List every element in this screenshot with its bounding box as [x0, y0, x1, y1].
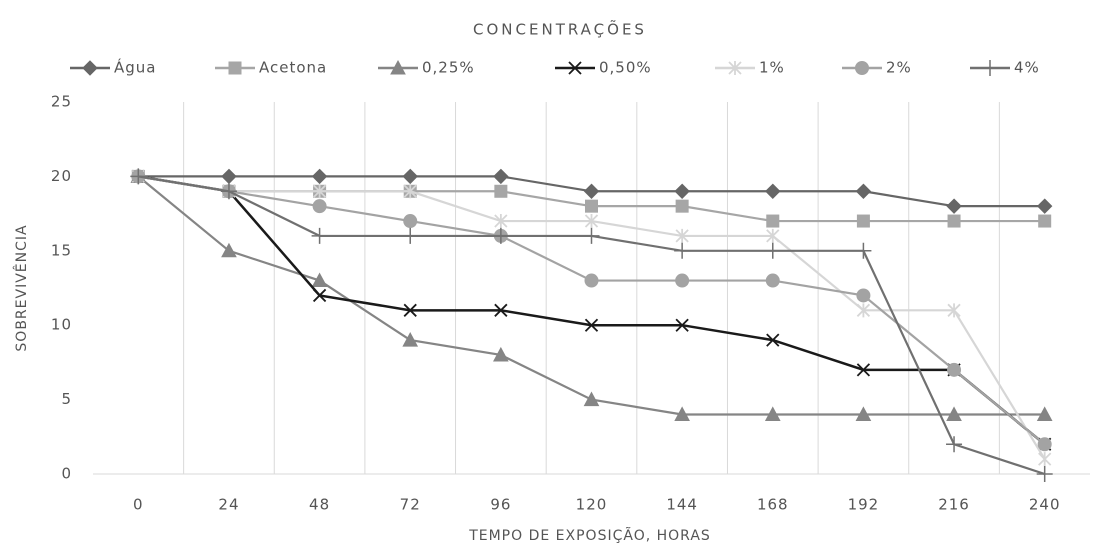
point-marker [403, 214, 418, 229]
point-marker [402, 227, 419, 244]
point-marker [675, 228, 689, 243]
point-marker [130, 168, 147, 185]
x-tick-label: 144 [666, 496, 698, 514]
point-marker [674, 406, 690, 421]
y-tick-label: 5 [61, 390, 72, 408]
point-marker [856, 288, 871, 303]
y-axis-label: SOBREVIVÊNCIA [12, 224, 30, 351]
legend-marker [568, 61, 582, 75]
point-marker [584, 273, 599, 288]
point-marker [494, 303, 508, 317]
x-tick-label: 0 [133, 496, 144, 514]
point-marker [403, 303, 417, 317]
point-marker [311, 227, 328, 244]
legend-label: 0,50% [599, 59, 652, 77]
point-marker [1037, 437, 1052, 452]
point-marker [764, 406, 781, 421]
point-marker [493, 168, 509, 185]
point-marker [946, 198, 962, 214]
legend-label: Água [114, 58, 156, 77]
point-marker [311, 168, 328, 185]
point-marker [221, 168, 237, 185]
point-marker [674, 183, 690, 199]
legend-label: 4% [1014, 59, 1040, 77]
point-marker [1038, 452, 1052, 467]
x-tick-label: 240 [1029, 496, 1061, 514]
point-marker [1036, 466, 1053, 482]
point-marker [584, 318, 599, 332]
point-marker [221, 242, 237, 258]
point-marker [583, 391, 600, 407]
point-marker [766, 228, 780, 243]
point-marker [947, 362, 962, 377]
legend-label: 0,25% [422, 59, 475, 77]
point-marker [946, 436, 963, 453]
point-marker [856, 214, 870, 228]
legend-marker [228, 61, 242, 75]
x-axis-label: TEMPO DE EXPOSIÇÃO, HORAS [468, 527, 711, 544]
legend-marker [982, 60, 998, 76]
point-marker [312, 288, 327, 303]
point-marker [492, 227, 509, 244]
point-marker [856, 303, 871, 318]
point-marker [1038, 214, 1052, 228]
point-marker [494, 214, 508, 229]
point-marker [402, 332, 419, 347]
x-tick-label: 72 [400, 496, 421, 514]
legend-title: CONCENTRAÇÕES [473, 20, 647, 39]
point-marker [675, 273, 690, 288]
y-tick-label: 0 [61, 465, 72, 483]
legend-label: 2% [886, 59, 912, 77]
point-marker [766, 214, 780, 228]
x-tick-label: 168 [757, 496, 789, 514]
x-tick-label: 48 [309, 496, 330, 514]
point-marker [674, 242, 691, 259]
point-marker [855, 242, 872, 259]
point-marker [312, 199, 327, 214]
point-marker [403, 184, 417, 199]
point-marker [855, 406, 872, 421]
point-marker [764, 242, 781, 259]
legend-label: 1% [759, 59, 785, 77]
point-marker [402, 168, 418, 185]
point-marker [1036, 406, 1053, 421]
point-marker [856, 363, 871, 377]
y-tick-label: 10 [51, 316, 72, 334]
point-marker [583, 183, 600, 199]
point-marker [584, 214, 599, 229]
point-marker [1036, 198, 1053, 214]
point-marker [947, 214, 961, 228]
legend-marker [390, 59, 406, 75]
point-marker [765, 183, 781, 199]
x-tick-label: 96 [490, 496, 511, 514]
x-tick-label: 24 [218, 496, 239, 514]
point-marker [312, 184, 327, 199]
legend-marker [855, 61, 869, 75]
y-tick-label: 25 [51, 93, 72, 111]
legend-marker [82, 60, 98, 76]
legend-label: Acetona [259, 59, 327, 77]
y-tick-label: 15 [51, 241, 72, 259]
point-marker [765, 273, 780, 288]
point-marker [766, 333, 780, 347]
point-marker [855, 183, 872, 199]
point-marker [585, 199, 598, 213]
x-tick-label: 192 [848, 496, 880, 514]
point-marker [583, 227, 600, 244]
point-marker [311, 272, 328, 288]
point-marker [493, 346, 509, 362]
point-marker [220, 183, 237, 200]
point-marker [675, 318, 689, 332]
point-marker [675, 199, 689, 213]
point-marker [947, 303, 961, 318]
x-tick-label: 216 [938, 496, 970, 514]
legend-marker [728, 61, 742, 75]
x-tick-label: 120 [576, 496, 608, 514]
y-tick-label: 20 [51, 167, 72, 185]
point-marker [946, 406, 962, 421]
point-marker [494, 184, 508, 198]
